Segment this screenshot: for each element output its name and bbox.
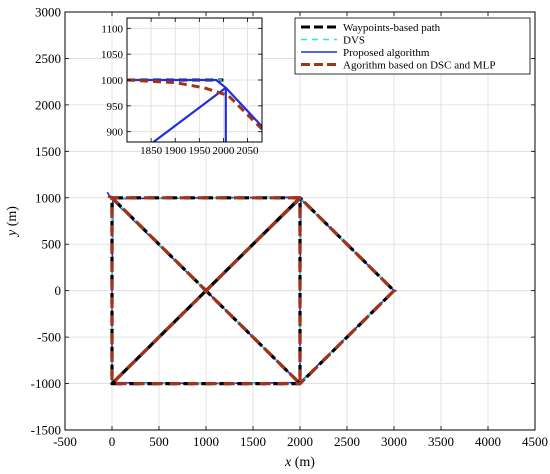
inset-y-tick-label: 1000 [101,75,124,87]
x-axis-unit: (m) [291,455,315,470]
main-x-tick-label: 3500 [428,434,454,449]
inset-series-line-5 [127,78,262,131]
y-axis-var: y [5,229,20,238]
inset-series [127,78,262,142]
x-axis-var: x [284,455,292,470]
y-axis-unit: (m) [5,206,20,230]
main-x-tick-label: 2500 [334,434,360,449]
main-x-tick-label: 1000 [193,434,219,449]
inset-y-tick-label: 900 [107,127,124,139]
main-y-tick-label: 1500 [35,144,61,159]
main-y-tick-label: 1000 [35,190,61,205]
legend-label-0: Waypoints-based path [343,22,441,34]
inset-x-tick-label: 2050 [237,145,260,157]
main-y-tick-label: -500 [37,330,61,345]
main-y-tick-label: -1500 [31,423,61,438]
inset-x-tick-label: 1850 [140,145,163,157]
inset-x-tick-label: 1900 [164,145,187,157]
main-x-tick-label: 4500 [522,434,548,449]
main-series-line-0 [106,191,397,385]
main-x-tick-label: -500 [53,434,77,449]
main-y-tick-label: 3000 [35,5,61,20]
main-x-tick-label: 3000 [381,434,407,449]
legend-label-1: DVS [343,35,365,47]
legend-label-3: Agorithm based on DSC and MLP [343,60,495,72]
main-y-tick-label: -1000 [31,376,61,391]
inset-x-tick-label: 2000 [212,145,235,157]
main-series [106,191,397,386]
main-x-tick-label: 0 [109,434,116,449]
inset-x-tick-label: 1950 [188,145,211,157]
x-axis-label: x (m) [284,455,315,470]
main-x-tick-label: 500 [149,434,169,449]
inset-series-line-2 [127,78,262,128]
inset-ticks: 1850 1900 1950 2000 2050 900 950 1000 1050 1100 [101,18,262,157]
inset-y-tick-label: 1050 [101,49,124,61]
main-x-tick-label: 2000 [287,434,313,449]
y-axis-label: y (m) [5,206,20,238]
main-series-line-3 [107,194,396,386]
inset-y-tick-label: 950 [107,101,124,113]
main-y-tick-label: 2500 [35,51,61,66]
inset-y-tick-label: 1100 [101,23,123,35]
main-y-tick-label: 0 [55,283,62,298]
main-y-tick-label: 500 [42,237,62,252]
inset-series-line-3 [152,86,227,142]
main-ticks: -500 0 500 1000 1500 2000 2500 3000 3500 4000 4500… [31,5,548,450]
legend-label-2: Proposed algorithm [343,47,430,59]
main-y-tick-label: 2000 [35,97,61,112]
main-x-tick-label: 4000 [475,434,501,449]
main-x-tick-label: 1500 [240,434,266,449]
